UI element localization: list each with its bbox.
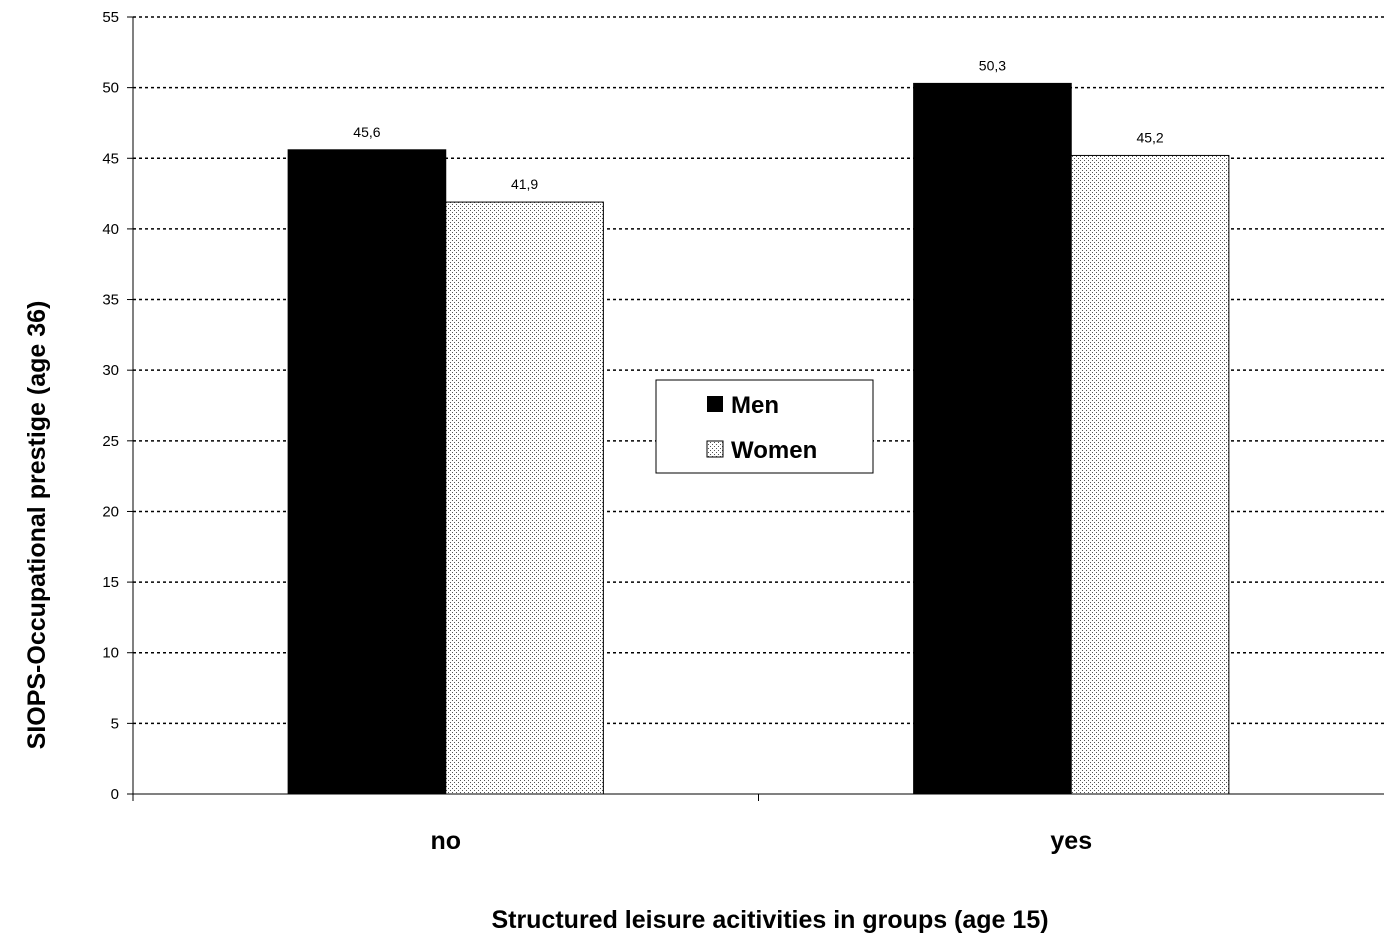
- y-axis-title: SIOPS-Occupational prestige (age 36): [23, 301, 51, 750]
- y-tick-label: 40: [102, 221, 119, 238]
- data-label: 41,9: [511, 176, 538, 192]
- y-axis-ticks: 0 5 10 15 20 25 30 35 40 45 50 55: [102, 9, 119, 803]
- legend: Men Women: [655, 379, 874, 474]
- y-tick-label: 30: [102, 362, 119, 379]
- y-tick-label: 10: [102, 645, 119, 662]
- x-category-label: no: [430, 827, 461, 855]
- y-tick-label: 45: [102, 150, 119, 167]
- legend-swatch-men: [707, 396, 723, 412]
- legend-swatch-women: [706, 440, 724, 458]
- bar-men-yes: [913, 82, 1072, 795]
- bar-women-yes: [1070, 154, 1230, 795]
- legend-label-women: Women: [731, 437, 817, 464]
- axes: [127, 16, 1384, 801]
- y-tick-label: 25: [102, 433, 119, 450]
- x-axis-title: Structured leisure acitivities in groups…: [491, 906, 1048, 934]
- bars: [287, 82, 1230, 795]
- y-tick-label: 0: [111, 786, 119, 803]
- bar-women-no: [445, 201, 604, 795]
- data-label: 50,3: [979, 57, 1006, 73]
- bar-men-no: [287, 149, 447, 795]
- data-label: 45,6: [353, 124, 380, 140]
- legend-box: [655, 379, 874, 474]
- x-axis-categories: no yes: [430, 827, 1092, 855]
- x-category-label: yes: [1050, 827, 1092, 855]
- gridlines: [133, 16, 1384, 725]
- y-tick-label: 20: [102, 503, 119, 520]
- y-tick-label: 50: [102, 80, 119, 97]
- data-labels: 45,6 41,9 50,3 45,2: [353, 57, 1164, 192]
- y-tick-label: 35: [102, 292, 119, 309]
- data-label: 45,2: [1136, 129, 1163, 145]
- y-tick-label: 5: [111, 715, 119, 732]
- legend-label-men: Men: [731, 392, 779, 419]
- y-tick-label: 15: [102, 574, 119, 591]
- y-tick-label: 55: [102, 9, 119, 26]
